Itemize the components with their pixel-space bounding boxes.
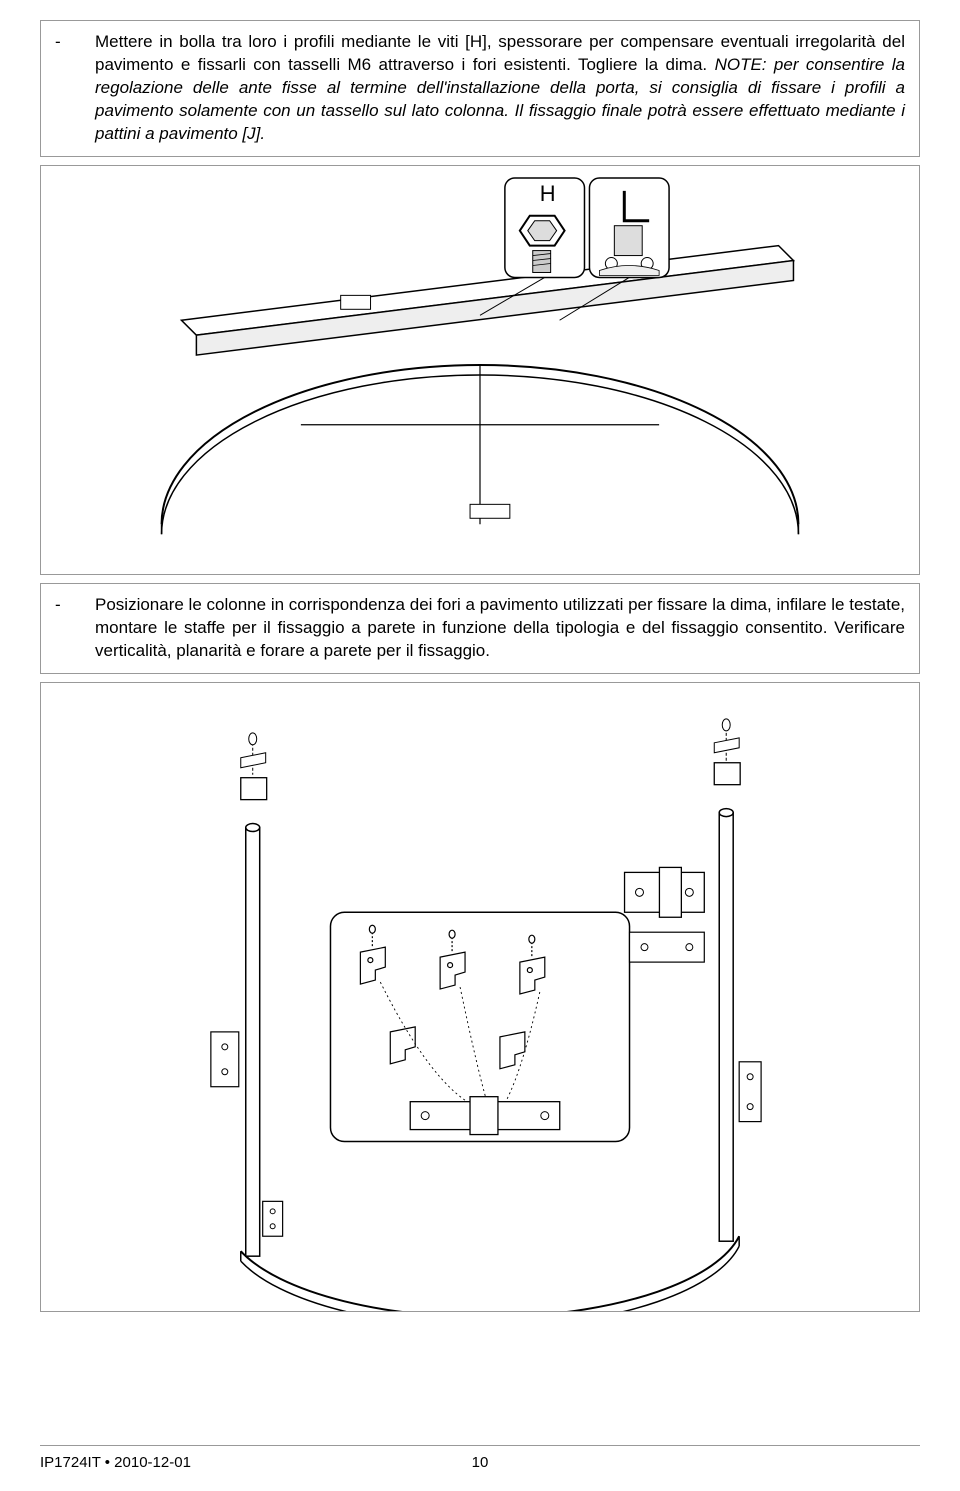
figure-2-svg [41,683,919,1311]
bullet-dash-2: - [55,594,95,663]
instruction-text-2: Posizionare le colonne in corrispondenza… [95,594,905,663]
page-number: 10 [472,1454,489,1471]
instruction-text-1: Mettere in bolla tra loro i profili medi… [95,31,905,146]
figure-1-svg: H [41,166,919,574]
page-footer: IP1724IT • 2010-12-01 10 [40,1445,920,1471]
doc-id: IP1724IT • 2010-12-01 [40,1454,191,1471]
figure-2 [40,682,920,1312]
figure-1: H [40,165,920,575]
bullet-dash: - [55,31,95,146]
instruction-block-1: - Mettere in bolla tra loro i profili me… [40,20,920,157]
label-h: H [540,181,556,206]
instruction-block-2: - Posizionare le colonne in corrisponden… [40,583,920,674]
